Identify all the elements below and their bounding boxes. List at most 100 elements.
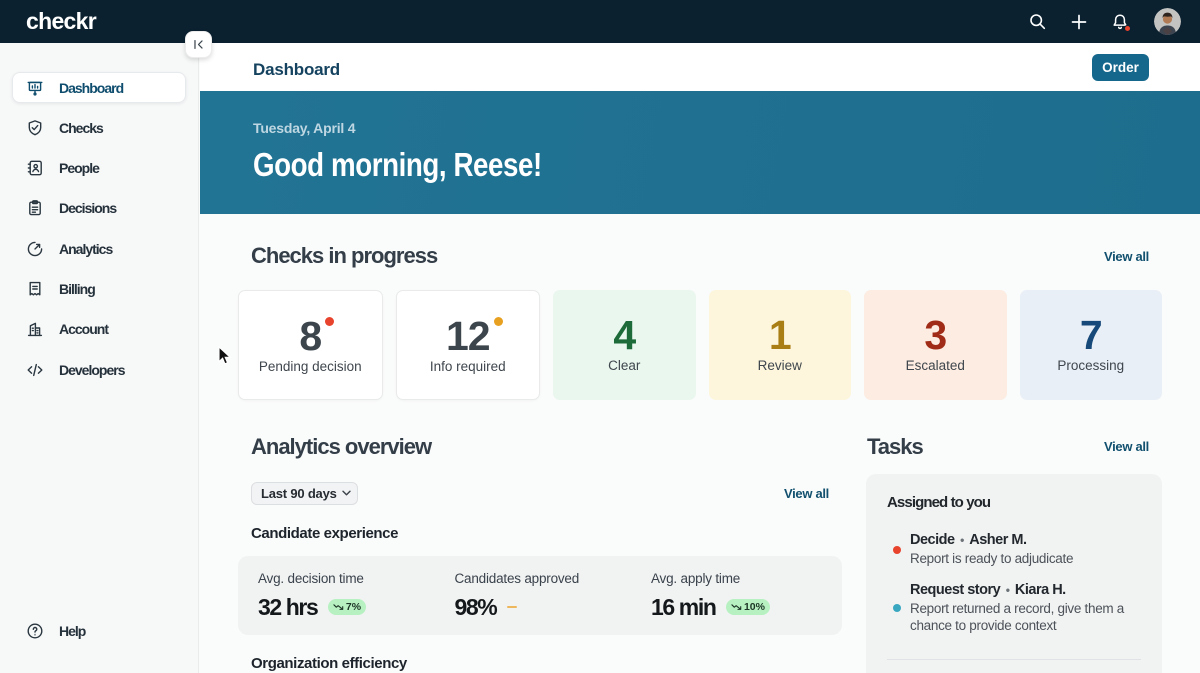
- greeting-banner: Tuesday, April 4 Good morning, Reese!: [200, 91, 1200, 214]
- stat-value: 16 min: [651, 593, 717, 620]
- card-clear[interactable]: 4 Clear: [553, 289, 696, 400]
- card-info-required[interactable]: 12 Info required: [395, 289, 540, 400]
- checks-title: Checks in progress: [251, 243, 438, 268]
- dot-separator: •: [960, 533, 964, 547]
- task-description: Report is ready to adjudicate: [910, 551, 1074, 566]
- code-icon: [26, 361, 44, 379]
- tasks-title: Tasks: [867, 433, 924, 459]
- sidebar-item-label: Account: [59, 321, 109, 338]
- stat-candidates-approved: Candidates approved 98%: [455, 571, 652, 635]
- task-item[interactable]: Decide • Asher M. Report is ready to adjud…: [887, 532, 1141, 567]
- card-value: 8: [299, 314, 335, 358]
- stat-label: Avg. decision time: [258, 570, 364, 586]
- card-value: 4: [613, 311, 636, 358]
- card-review[interactable]: 1 Review: [708, 289, 851, 400]
- card-processing[interactable]: 7 Processing: [1019, 289, 1162, 400]
- card-label: Review: [757, 357, 802, 373]
- card-escalated[interactable]: 3 Escalated: [864, 289, 1007, 400]
- stat-value: 32 hrs: [258, 593, 319, 620]
- search-icon[interactable]: [1029, 13, 1047, 31]
- breadcrumb: Dashboard: [253, 60, 340, 79]
- tasks-group-title: Assigned to you: [887, 494, 991, 511]
- trend-neutral-dash: [507, 605, 518, 609]
- tasks-divider: [887, 659, 1141, 660]
- sidebar-collapse-button[interactable]: [185, 31, 212, 58]
- sidebar: Dashboard Checks People: [0, 43, 199, 673]
- card-value: 1: [768, 311, 792, 358]
- order-button[interactable]: Order: [1092, 53, 1149, 81]
- stat-avg-decision-time: Avg. decision time 32 hrs 7%: [258, 571, 455, 635]
- people-icon: [26, 159, 44, 177]
- sidebar-item-label: Analytics: [59, 240, 113, 257]
- sidebar-item-analytics[interactable]: Analytics: [12, 233, 186, 264]
- task-action: Request story: [910, 582, 1001, 598]
- dashboard-icon: [26, 79, 44, 97]
- checks-view-all-link[interactable]: View all: [1103, 248, 1149, 264]
- sidebar-nav: Dashboard Checks People: [0, 43, 198, 385]
- dot-separator: •: [1005, 583, 1010, 597]
- task-person: Asher M.: [969, 532, 1027, 548]
- card-label: Processing: [1057, 357, 1125, 373]
- notifications-bell-icon[interactable]: [1111, 13, 1131, 32]
- main-content: Dashboard Order Tuesday, April 4 Good mo…: [200, 43, 1200, 673]
- tasks-view-all-link[interactable]: View all: [1103, 439, 1149, 454]
- task-status-dot: [892, 604, 901, 612]
- sidebar-item-label: Developers: [59, 361, 125, 378]
- sidebar-item-billing[interactable]: Billing: [12, 273, 186, 304]
- shield-check-icon: [26, 119, 44, 137]
- banner-greeting: Good morning, Reese!: [253, 146, 542, 183]
- sidebar-item-label: People: [59, 160, 100, 177]
- card-label: Clear: [608, 357, 641, 373]
- clipboard-icon: [26, 199, 44, 217]
- sidebar-item-label: Dashboard: [59, 79, 124, 96]
- sidebar-item-label: Checks: [59, 119, 104, 136]
- checkr-logo: checkr: [26, 8, 97, 34]
- add-icon[interactable]: [1070, 13, 1088, 31]
- user-avatar[interactable]: [1153, 8, 1181, 35]
- sidebar-item-people[interactable]: People: [12, 153, 186, 184]
- sidebar-item-help[interactable]: Help: [0, 622, 198, 640]
- candidate-experience-stats: Avg. decision time 32 hrs 7%: [238, 555, 842, 635]
- sidebar-item-label: Decisions: [59, 200, 117, 217]
- status-dot: [493, 316, 503, 326]
- candidate-experience-heading: Candidate experience: [251, 524, 399, 542]
- building-icon: [26, 320, 44, 338]
- analytics-view-all-link[interactable]: View all: [783, 485, 829, 501]
- card-label: Escalated: [905, 357, 965, 373]
- trend-value: 7%: [345, 601, 362, 613]
- card-label: Pending decision: [258, 358, 362, 374]
- sidebar-item-label: Billing: [59, 280, 96, 297]
- sidebar-item-account[interactable]: Account: [12, 314, 186, 345]
- sidebar-item-decisions[interactable]: Decisions: [12, 193, 186, 224]
- card-pending-decision[interactable]: 8 Pending decision: [238, 289, 383, 400]
- status-dot: [325, 316, 335, 326]
- checks-cards: 8 Pending decision 12 Info required 4 Cl…: [238, 289, 1162, 400]
- stat-value: 98%: [454, 593, 498, 620]
- analytics-title: Analytics overview: [251, 433, 432, 459]
- task-action: Decide: [910, 532, 955, 548]
- topbar-actions: [1029, 8, 1181, 35]
- stat-avg-apply-time: Avg. apply time 16 min 10%: [651, 571, 848, 635]
- sidebar-help-label: Help: [59, 623, 86, 639]
- tasks-panel: Assigned to you Decide • Asher M. Report i…: [866, 474, 1162, 673]
- task-item[interactable]: Request story • Kiara H. Report returned a…: [887, 582, 1141, 634]
- chevron-down-icon: [341, 490, 351, 496]
- top-header: checkr: [0, 0, 1200, 43]
- sidebar-item-developers[interactable]: Developers: [12, 354, 186, 385]
- organization-efficiency-heading: Organization efficiency: [251, 654, 407, 672]
- sidebar-item-checks[interactable]: Checks: [12, 112, 186, 143]
- range-label: Last 90 days: [261, 485, 337, 501]
- date-range-dropdown[interactable]: Last 90 days: [251, 481, 358, 505]
- task-person: Kiara H.: [1014, 582, 1066, 598]
- stat-label: Avg. apply time: [651, 570, 741, 586]
- sidebar-item-dashboard[interactable]: Dashboard: [12, 72, 186, 103]
- page-header: Dashboard Order: [200, 43, 1200, 91]
- task-description: Report returned a record, give them a ch…: [910, 601, 1125, 633]
- analytics-section: Analytics overview Last 90 days View all…: [238, 434, 842, 673]
- trend-down-badge: 10%: [726, 598, 770, 616]
- receipt-icon: [26, 280, 44, 298]
- card-label: Info required: [429, 358, 506, 374]
- notification-dot: [1123, 24, 1131, 32]
- card-value: 3: [924, 311, 947, 358]
- trend-down-badge: 7%: [328, 598, 367, 616]
